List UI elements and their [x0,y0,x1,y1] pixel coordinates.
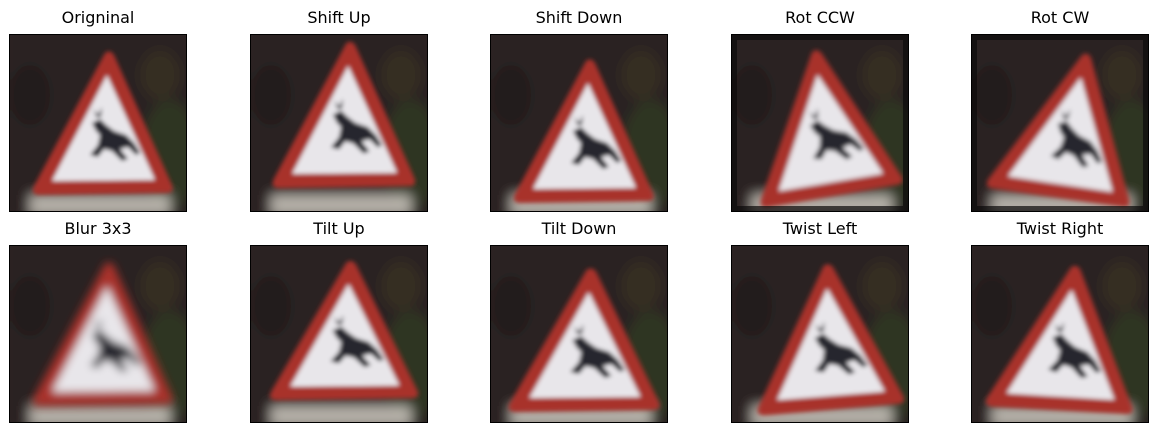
image-frame [250,245,428,423]
sign-image-rot-ccw [732,35,908,211]
panel-title: Origninal [61,8,135,27]
sign-image-blur [10,246,186,422]
panel-title: Rot CCW [785,8,855,27]
sign-image-shift-down [491,35,667,211]
sign-image-tilt-up [251,246,427,422]
panel-tilt-up: Tilt Up [250,215,428,423]
panel-tilt-down: Tilt Down [490,215,668,423]
panel-title: Tilt Down [541,219,617,238]
panel-shift-down: Shift Down [490,4,668,212]
panel-original: Origninal [9,4,187,212]
panel-shift-up: Shift Up [250,4,428,212]
panel-rot-cw: Rot CW [971,4,1149,212]
sign-image-shift-up [251,35,427,211]
panel-title: Tilt Up [313,219,365,238]
panel-title: Blur 3x3 [64,219,132,238]
panel-rot-ccw: Rot CCW [731,4,909,212]
image-frame [250,34,428,212]
image-frame [9,245,187,423]
image-frame [731,34,909,212]
image-frame [731,245,909,423]
panel-title: Shift Down [535,8,623,27]
panel-twist-right: Twist Right [971,215,1149,423]
panel-title: Rot CW [1030,8,1090,27]
image-frame [490,245,668,423]
sign-image-original [10,35,186,211]
image-frame [490,34,668,212]
panel-title: Twist Left [782,219,858,238]
sign-image-rot-cw [972,35,1148,211]
image-frame [971,34,1149,212]
sign-image-twist-left [732,246,908,422]
panel-title: Shift Up [307,8,371,27]
panel-twist-left: Twist Left [731,215,909,423]
image-frame [9,34,187,212]
panel-blur: Blur 3x3 [9,215,187,423]
panel-title: Twist Right [1016,219,1104,238]
image-frame [971,245,1149,423]
sign-image-twist-right [972,246,1148,422]
sign-image-tilt-down [491,246,667,422]
